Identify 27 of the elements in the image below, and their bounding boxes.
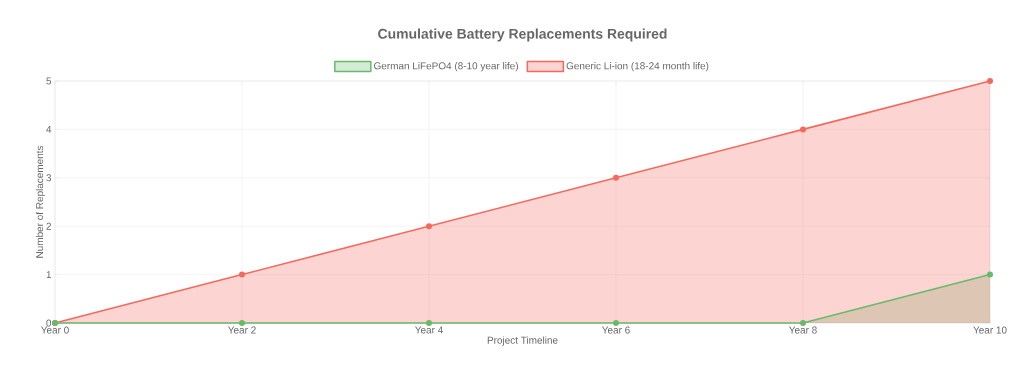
x-tick-label: Year 2	[228, 326, 256, 334]
x-tick-label: Year 10	[973, 326, 1007, 334]
x-tick-label: Year 8	[789, 326, 817, 334]
point	[613, 174, 619, 181]
point	[426, 320, 432, 326]
y-tick-label: 4	[46, 125, 52, 133]
point	[800, 320, 806, 326]
x-axis-title: Project Timeline	[487, 336, 558, 346]
legend-label: German LiFePO4 (8-10 year life)	[374, 62, 518, 72]
point	[239, 271, 245, 278]
y-axis-title: Number of Replacements	[35, 145, 46, 258]
y-tick-label: 2	[46, 222, 51, 230]
point	[613, 320, 619, 326]
point	[800, 126, 806, 133]
point	[239, 320, 245, 326]
legend-label: Generic Li-ion (18-24 month life)	[566, 62, 709, 72]
chart-title: Cumulative Battery Replacements Required	[378, 28, 667, 42]
x-tick-label: Year 6	[602, 326, 630, 334]
point	[426, 223, 432, 230]
y-tick-label: 0	[46, 319, 52, 327]
y-tick-label: 5	[46, 77, 52, 85]
x-tick-label: Year 0	[41, 326, 69, 334]
x-tick-label: Year 4	[415, 326, 443, 334]
point	[987, 271, 993, 278]
y-tick-label: 3	[46, 174, 52, 182]
point	[987, 78, 993, 84]
y-tick-label: 1	[46, 271, 52, 279]
